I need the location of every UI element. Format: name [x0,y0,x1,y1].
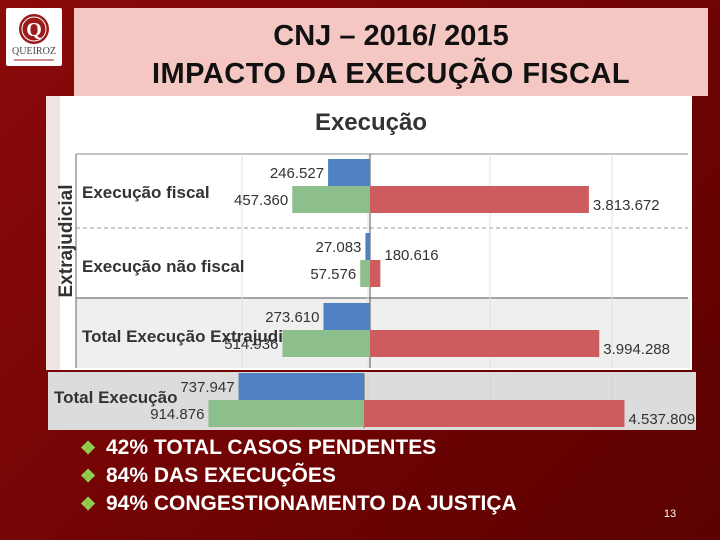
diamond-bullet-icon: ❖ [80,438,97,458]
bar-red [370,186,589,213]
category-label: Total Execução [54,388,177,407]
bullet-item: ❖ 84% DAS EXECUÇÕES [80,462,640,490]
bar-red [364,400,625,427]
bar-blue [323,303,370,330]
page-number: 13 [663,508,677,520]
bar-blue [328,159,370,186]
bullet-text: 94% CONGESTIONAMENTO DA JUSTIÇA [106,492,517,515]
logo-letter: Q [26,19,42,41]
bullet-text: 84% DAS EXECUÇÕES [106,464,336,487]
bullet-item: ❖ 94% CONGESTIONAMENTO DA JUSTIÇA [80,490,640,518]
logo-text: QUEIROZ [12,46,56,57]
bar-blue [238,373,364,400]
bar-green [292,186,370,213]
category-label: Total Execução Extrajudicial [82,327,311,346]
chart-container: Execução Extrajudicial Execução fiscal 246.… [46,96,696,432]
bar-red [370,260,381,287]
bar-red [370,330,600,357]
data-label-blue: 246.527 [270,165,324,182]
bar-green [360,260,370,287]
data-label-blue: 273.610 [265,309,319,326]
queiroz-logo: Q QUEIROZ [6,8,62,66]
category-label: Execução não fiscal [82,257,245,276]
data-label-green: 457.360 [234,192,288,209]
bullet-item: ❖ 42% TOTAL CASOS PENDENTES [80,434,640,462]
bar-green [282,330,370,357]
data-label-red: 180.616 [384,247,438,264]
chart-group-label: Extrajudicial [56,185,77,298]
data-label-red: 4.537.809 [628,411,695,428]
chart-title: Execução [315,109,427,136]
bar-blue [365,233,370,260]
bullet-text: 42% TOTAL CASOS PENDENTES [106,436,437,459]
chart-left-strip [46,96,60,370]
bar-green [208,400,364,427]
data-label-green: 57.576 [310,266,356,283]
category-label: Execução fiscal [82,183,210,202]
bullet-list: ❖ 42% TOTAL CASOS PENDENTES ❖ 84% DAS EX… [80,434,640,518]
title-panel: CNJ – 2016/ 2015 IMPACTO DA EXECUÇÃO FIS… [74,8,708,96]
data-label-blue: 737.947 [180,379,234,396]
data-label-green: 914.876 [150,406,204,423]
data-label-green: 514.936 [224,336,278,353]
slide-title-line2: IMPACTO DA EXECUÇÃO FISCAL [151,58,631,90]
execution-bar-chart: Execução Extrajudicial Execução fiscal 246.… [46,96,696,430]
slide-title-line1: CNJ – 2016/ 2015 [273,20,509,52]
data-label-red: 3.813.672 [593,197,660,214]
data-label-red: 3.994.288 [603,341,670,358]
diamond-bullet-icon: ❖ [80,494,97,514]
diamond-bullet-icon: ❖ [80,466,97,486]
logo-emblem-icon: Q QUEIROZ [12,14,56,61]
data-label-blue: 27.083 [316,239,362,256]
